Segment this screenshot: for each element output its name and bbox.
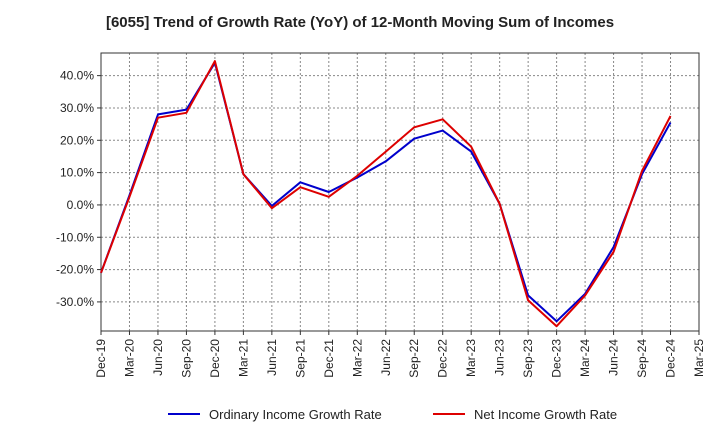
y-tick-label: 30.0%: [60, 101, 94, 115]
x-tick-label: Mar-22: [350, 339, 364, 377]
y-tick-label: -20.0%: [56, 263, 94, 277]
x-tick-label: Jun-20: [151, 339, 165, 376]
x-tick-label: Dec-21: [322, 339, 336, 378]
legend-label: Net Income Growth Rate: [474, 407, 617, 422]
plot-border: [100, 52, 700, 332]
y-tick-label: 0.0%: [67, 198, 95, 212]
chart-title: [6055] Trend of Growth Rate (YoY) of 12-…: [105, 14, 615, 31]
x-tick-label: Sep-20: [179, 339, 193, 378]
series-line-net-income: [100, 60, 672, 328]
y-tick-label: -10.0%: [56, 230, 94, 244]
y-tick-label: -30.0%: [56, 295, 94, 309]
x-tick-label: Dec-24: [664, 339, 678, 378]
x-tick-label: Mar-23: [464, 339, 478, 377]
y-tick-label: 40.0%: [60, 69, 94, 83]
x-tick-label: Dec-23: [550, 339, 564, 378]
x-tick-label: Sep-22: [407, 339, 421, 378]
plot-area: [101, 53, 699, 331]
x-tick-label: Mar-20: [122, 339, 136, 377]
x-tick-label: Sep-23: [521, 339, 535, 378]
x-tick-label: Jun-23: [493, 339, 507, 376]
x-tick-label: Dec-19: [94, 339, 108, 378]
x-tick-label: Jun-21: [265, 339, 279, 376]
legend-label: Ordinary Income Growth Rate: [209, 407, 382, 422]
x-tick-label: Jun-24: [607, 339, 621, 376]
x-tick-label: Mar-21: [236, 339, 250, 377]
x-tick-label: Mar-25: [692, 339, 706, 377]
x-tick-label: Sep-24: [635, 339, 649, 378]
x-tick-label: Jun-22: [379, 339, 393, 376]
x-tick-label: Dec-22: [436, 339, 450, 378]
x-tick-label: Mar-24: [578, 339, 592, 377]
x-tick-label: Dec-20: [208, 339, 222, 378]
y-tick-label: 10.0%: [60, 166, 94, 180]
y-tick-label: 20.0%: [60, 133, 94, 147]
x-tick-label: Sep-21: [293, 339, 307, 378]
